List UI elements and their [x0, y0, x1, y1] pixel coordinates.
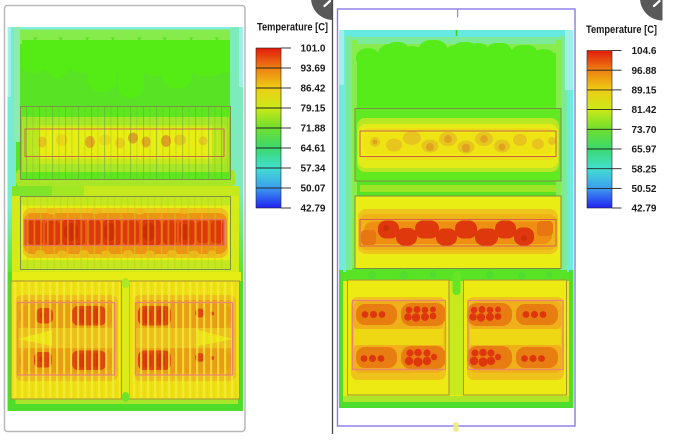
svg-text:50.07: 50.07: [300, 184, 325, 195]
svg-text:58.25: 58.25: [631, 164, 656, 175]
svg-text:101.0: 101.0: [300, 44, 325, 55]
svg-text:104.6: 104.6: [631, 46, 656, 57]
svg-text:86.42: 86.42: [300, 84, 325, 95]
svg-text:42.79: 42.79: [631, 204, 656, 215]
svg-text:93.69: 93.69: [300, 64, 325, 75]
svg-text:57.34: 57.34: [300, 164, 325, 175]
svg-text:42.79: 42.79: [300, 204, 325, 215]
svg-text:96.88: 96.88: [631, 66, 656, 77]
svg-text:89.15: 89.15: [631, 86, 656, 97]
svg-text:Temperature [C]: Temperature [C]: [257, 22, 328, 34]
svg-text:81.42: 81.42: [631, 105, 656, 116]
svg-text:65.97: 65.97: [631, 145, 656, 156]
svg-text:73.70: 73.70: [631, 125, 656, 136]
svg-text:64.61: 64.61: [300, 144, 325, 155]
svg-text:Temperature [C]: Temperature [C]: [586, 24, 657, 36]
svg-text:50.52: 50.52: [631, 184, 656, 195]
svg-text:71.88: 71.88: [300, 124, 325, 135]
svg-text:79.15: 79.15: [300, 104, 325, 115]
